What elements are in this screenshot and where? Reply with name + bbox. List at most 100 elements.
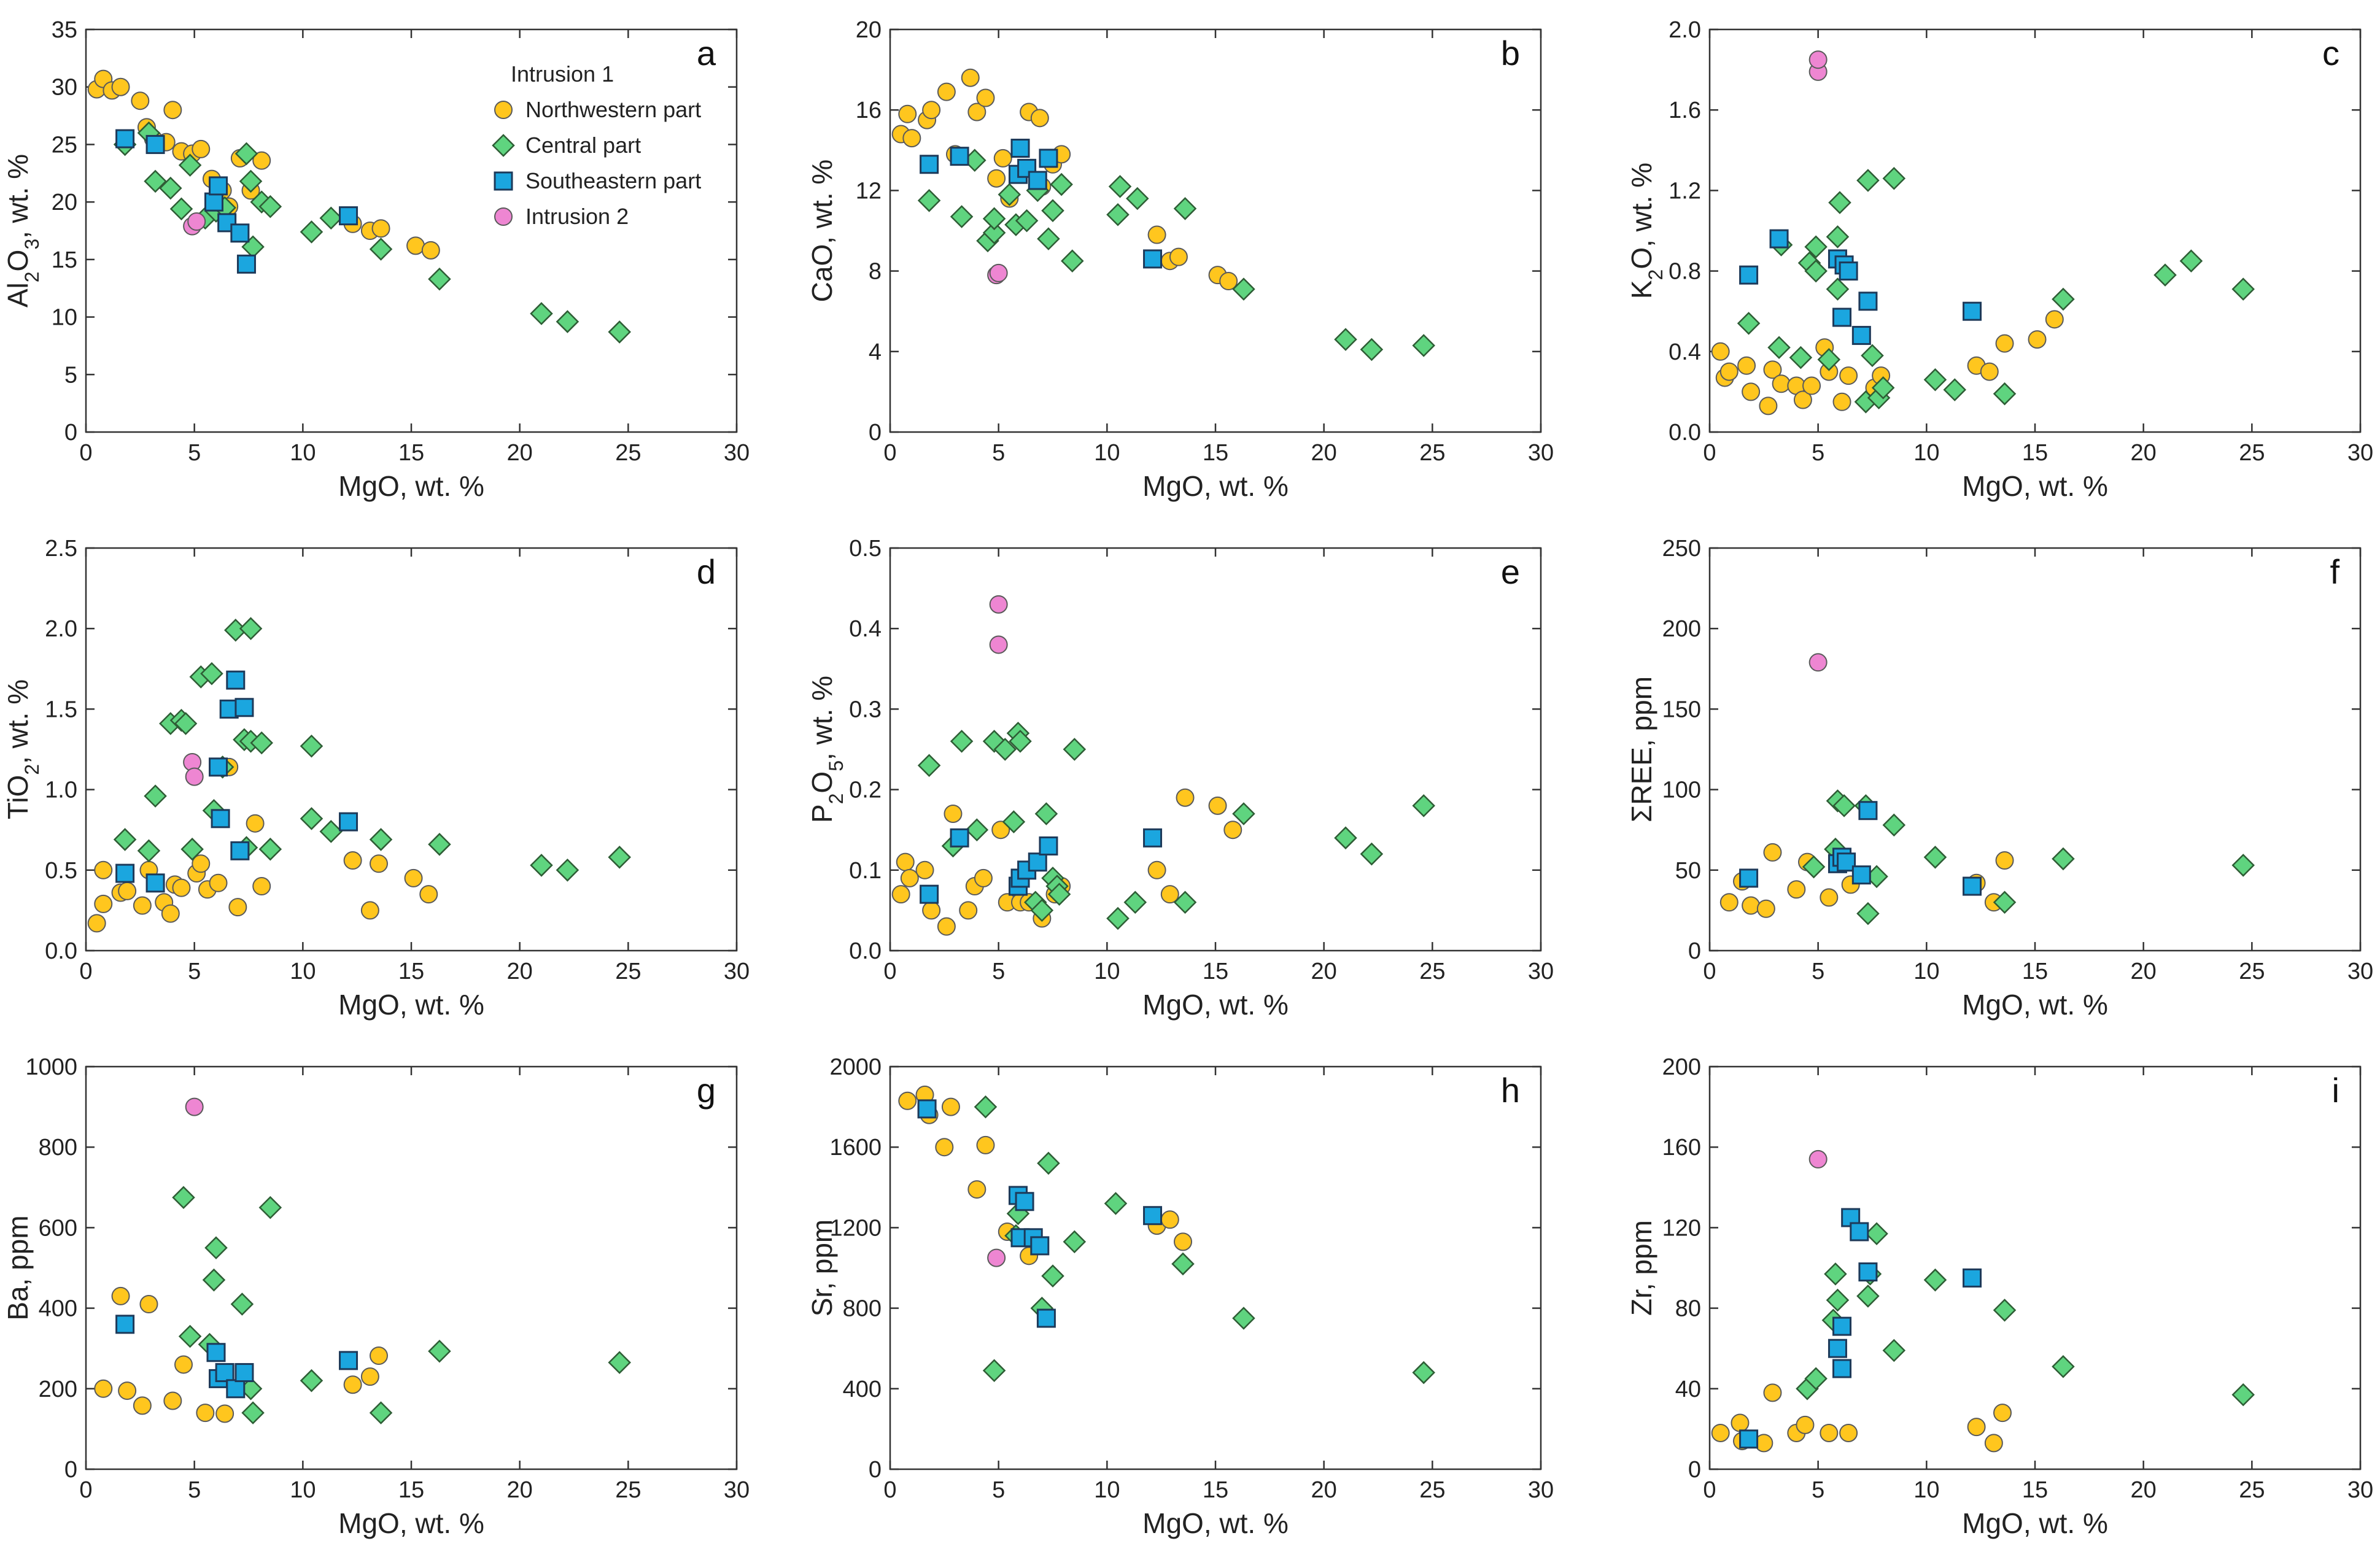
y-tick-label: 20	[52, 190, 77, 215]
x-axis-title: MgO, wt. %	[1962, 1507, 2108, 1539]
series-central	[172, 1186, 631, 1424]
data-point-central	[982, 207, 1006, 231]
x-tick-label: 30	[1528, 1477, 1554, 1503]
x-tick-label: 0	[1703, 1477, 1716, 1503]
series-southeastern	[115, 129, 359, 274]
data-point-central	[1993, 382, 2017, 406]
data-point-northwestern	[1759, 396, 1778, 415]
data-point-central	[608, 320, 631, 344]
x-tick-label: 0	[79, 959, 92, 984]
legend-label-intrusion2: Intrusion 2	[525, 204, 629, 229]
data-point-northwestern	[1174, 1232, 1192, 1251]
data-point-northwestern	[1756, 899, 1775, 918]
data-point-central	[1923, 368, 1947, 392]
y-tick-label: 40	[1675, 1377, 1701, 1402]
data-point-central	[1334, 328, 1357, 351]
series-southeastern	[1739, 801, 1982, 896]
data-point-northwestern	[1147, 860, 1166, 879]
series-central	[113, 121, 631, 344]
data-point-central	[2153, 263, 2177, 287]
data-point-central	[428, 267, 451, 291]
data-point-central	[258, 195, 282, 218]
x-tick-label: 20	[1311, 1477, 1337, 1503]
data-point-northwestern	[370, 854, 388, 873]
data-point-northwestern	[1787, 880, 1806, 899]
data-point-northwestern	[163, 1391, 182, 1410]
data-point-northwestern	[406, 236, 425, 255]
panel-e: 0 5 10 15 20 25 30 0.0 0.1 0.2 0.3 0.4 0.5 MgO, wt. %…	[806, 536, 1554, 1021]
data-point-northwestern	[1832, 392, 1851, 411]
y-tick-label: 8	[869, 259, 882, 285]
series-intrusion2	[1808, 50, 1828, 81]
y-axis-title: P2O5, wt. %	[806, 676, 847, 823]
data-point-central	[1856, 1284, 1880, 1308]
data-point-central	[998, 183, 1021, 206]
data-point-central	[1002, 810, 1026, 833]
y-tick-label: 1.5	[45, 697, 77, 722]
data-point-central	[1015, 209, 1039, 233]
data-point-northwestern	[1219, 272, 1238, 290]
data-point-central	[982, 221, 1006, 245]
y-tick-label: 400	[39, 1296, 77, 1322]
y-tick-label: 1.2	[1669, 178, 1701, 204]
legend-marker-northwestern	[494, 101, 513, 119]
x-tick-label: 15	[1203, 959, 1228, 984]
data-point-southeastern	[1851, 326, 1871, 346]
data-point-central	[2231, 1383, 2255, 1407]
legend-marker-central	[492, 134, 515, 157]
data-point-central	[1826, 277, 1850, 301]
y-tick-label: 0.0	[849, 938, 882, 964]
x-tick-label: 30	[724, 440, 750, 466]
data-point-central	[1923, 1268, 1947, 1292]
x-tick-label: 20	[1311, 959, 1337, 984]
data-point-central	[1232, 277, 1255, 301]
series-intrusion2	[987, 1248, 1006, 1267]
x-tick-label: 25	[1419, 440, 1445, 466]
y-tick-label: 800	[843, 1296, 882, 1322]
y-tick-label: 0.4	[1669, 339, 1701, 365]
plot-frame	[85, 1065, 738, 1470]
data-point-northwestern	[937, 917, 956, 936]
data-point-central	[2231, 854, 2255, 877]
x-axis-title: MgO, wt. %	[338, 470, 484, 502]
data-point-central	[965, 818, 989, 841]
x-tick-label: 15	[2022, 959, 2048, 984]
data-point-central	[950, 730, 974, 753]
data-point-southeastern	[209, 757, 228, 777]
data-point-central	[1817, 348, 1841, 371]
data-point-northwestern	[967, 1180, 986, 1199]
x-tick-label: 0	[1703, 440, 1716, 466]
legend-marker-southeastern	[494, 171, 513, 191]
legend-label-central: Central part	[525, 133, 641, 158]
data-point-southeastern	[235, 698, 254, 717]
series-intrusion2	[183, 212, 206, 236]
data-point-intrusion2	[987, 1248, 1006, 1267]
data-point-northwestern	[94, 894, 113, 913]
x-tick-label: 10	[1913, 440, 1939, 466]
data-point-northwestern	[1160, 885, 1179, 904]
data-point-northwestern	[209, 873, 228, 892]
y-tick-label: 25	[52, 132, 77, 158]
data-point-central	[319, 820, 343, 843]
data-point-southeastern	[1143, 1206, 1163, 1226]
data-point-northwestern	[902, 129, 921, 148]
data-point-northwestern	[941, 1097, 960, 1116]
data-point-southeastern	[920, 155, 939, 174]
x-tick-label: 0	[1703, 959, 1716, 984]
y-tick-label: 20	[856, 17, 882, 43]
data-point-central	[1061, 249, 1084, 272]
data-point-northwestern	[1984, 1434, 2003, 1453]
panel-letter: c	[2322, 34, 2339, 72]
plot-frame	[889, 1065, 1542, 1470]
y-tick-label: 150	[1662, 697, 1701, 722]
data-point-central	[235, 142, 258, 166]
x-tick-label: 20	[2131, 440, 2157, 466]
data-point-northwestern	[900, 868, 919, 887]
data-point-northwestern	[1160, 1210, 1179, 1229]
data-point-central	[241, 1401, 265, 1424]
x-tick-label: 5	[188, 959, 201, 984]
data-point-northwestern	[974, 868, 993, 887]
data-point-central	[917, 754, 941, 778]
data-point-northwestern	[118, 1381, 137, 1400]
data-point-central	[178, 153, 202, 177]
